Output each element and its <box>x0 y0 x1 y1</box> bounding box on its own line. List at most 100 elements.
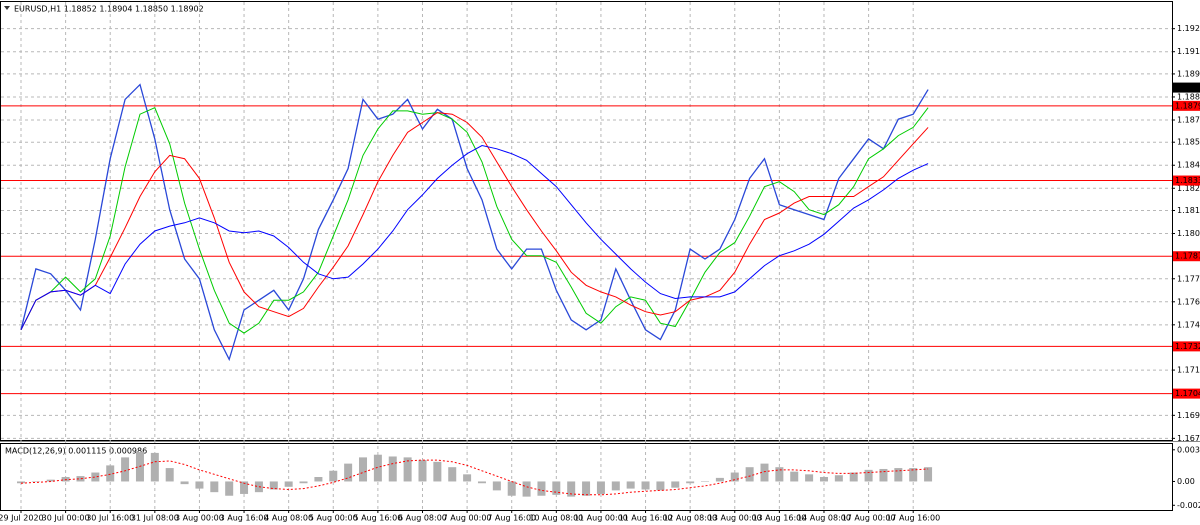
macd-bar <box>31 481 40 482</box>
macd-bar <box>819 477 828 482</box>
macd-bar <box>150 452 159 482</box>
x-tick-label: 6 Aug 08:00 <box>398 514 447 523</box>
level-tag <box>1173 100 1200 111</box>
level-tag <box>1173 388 1200 399</box>
y-tick-label: 1.18845 <box>1177 92 1200 101</box>
level-tag <box>1173 251 1200 262</box>
level-label: 1.17042 <box>1175 389 1200 398</box>
macd-frame <box>0 443 1173 511</box>
macd-bar <box>894 468 903 482</box>
macd-bar <box>507 481 516 496</box>
macd-bar <box>254 481 263 493</box>
macd-bar <box>418 460 427 482</box>
macd-bar <box>106 465 115 482</box>
macd-bar <box>359 457 368 482</box>
x-tick-label: 5 Aug 00:00 <box>309 514 358 523</box>
x-tick-label: 5 Aug 16:00 <box>353 514 402 523</box>
macd-bar <box>477 481 486 484</box>
level-tag <box>1173 341 1200 352</box>
macd-title: MACD(12,26,9) 0.001115 0.000986 <box>5 447 147 456</box>
price-line <box>20 83 929 362</box>
level-tag <box>1173 175 1200 186</box>
y-tick-label: 1.17185 <box>1177 366 1200 375</box>
macd-bar <box>492 481 501 491</box>
signal-line <box>20 459 929 496</box>
macd-bar <box>715 477 724 482</box>
chart-title: EURUSD,H1 1.18852 1.18904 1.18850 1.1890… <box>14 5 204 14</box>
macd-bar <box>701 481 710 482</box>
macd-bar <box>448 467 457 482</box>
macd-bar <box>329 470 338 482</box>
macd-bar <box>790 471 799 482</box>
y-tick-label: 1.17460 <box>1177 320 1200 329</box>
macd-bar <box>864 469 873 482</box>
macd-bar <box>225 481 234 496</box>
x-tick-label: 17 Aug 16:00 <box>886 514 940 523</box>
macd-bar <box>433 461 442 482</box>
x-tick-label: 7 Aug 00:00 <box>443 514 492 523</box>
macd-bar <box>91 472 100 482</box>
macd-bar <box>388 456 397 482</box>
y-tick-label: 1.17740 <box>1177 274 1200 283</box>
macd-bar <box>180 481 189 485</box>
y-tick-label: 1.18985 <box>1177 69 1200 78</box>
x-tick-label: 30 Jul 16:00 <box>86 514 134 523</box>
y-tick-label: 1.19120 <box>1177 47 1200 56</box>
macd-bar <box>463 474 472 482</box>
menu-icon[interactable] <box>4 6 10 10</box>
level-label: 1.17329 <box>1175 342 1200 351</box>
x-tick-label: 3 Aug 16:00 <box>220 514 269 523</box>
x-tick-label: 13 Aug 16:00 <box>752 514 806 523</box>
macd-bar <box>299 481 308 484</box>
macd-bar <box>344 463 353 482</box>
moving-average <box>20 112 929 331</box>
x-tick-label: 30 Jul 00:00 <box>42 514 90 523</box>
macd-bar <box>165 468 174 482</box>
macd-bar <box>552 481 561 495</box>
x-tick-label: 14 Aug 08:00 <box>797 514 851 523</box>
y-tick-label: 1.17600 <box>1177 297 1200 306</box>
macd-bar <box>849 472 858 482</box>
macd-bar <box>775 467 784 482</box>
y-tick-label: 1.16910 <box>1177 411 1200 420</box>
level-label: 1.18337 <box>1175 176 1200 185</box>
macd-bar <box>596 481 605 494</box>
macd-bar <box>269 481 278 490</box>
macd-bar <box>582 481 591 496</box>
x-tick-label: 11 Aug 00:00 <box>574 514 628 523</box>
y-tick-label: 1.18430 <box>1177 161 1200 170</box>
macd-bar <box>760 463 769 482</box>
x-tick-label: 11 Aug 16:00 <box>619 514 673 523</box>
x-tick-label: 10 Aug 08:00 <box>529 514 583 523</box>
macd-bar <box>373 454 382 482</box>
macd-bar <box>284 481 293 487</box>
x-tick-label: 17 Aug 00:00 <box>842 514 896 523</box>
y-tick-label: 1.18705 <box>1177 115 1200 124</box>
x-tick-label: 3 Aug 00:00 <box>175 514 224 523</box>
macd-bar <box>121 457 130 482</box>
moving-average <box>20 107 929 334</box>
x-tick-label: 29 Jul 2020 <box>0 514 44 523</box>
macd-bar <box>403 457 412 482</box>
macd-bar <box>924 467 933 482</box>
x-tick-label: 12 Aug 08:00 <box>663 514 717 523</box>
level-label: 1.18791 <box>1175 101 1200 110</box>
macd-bar <box>210 481 219 493</box>
y-tick-label: 0.00355 <box>1177 445 1200 454</box>
macd-bar <box>656 481 665 491</box>
level-label: 1.17877 <box>1175 252 1200 261</box>
x-tick-label: 7 Aug 16:00 <box>487 514 536 523</box>
y-tick-label: 1.18570 <box>1177 138 1200 147</box>
macd-bar <box>834 475 843 482</box>
macd-bar <box>567 481 576 497</box>
macd-bar <box>641 481 650 490</box>
y-tick-label: 1.18155 <box>1177 206 1200 215</box>
macd-bar <box>730 472 739 482</box>
x-tick-label: 4 Aug 08:00 <box>264 514 313 523</box>
macd-bar <box>626 481 635 489</box>
x-tick-label: 31 Jul 08:00 <box>131 514 179 523</box>
y-tick-label: -0.00267 <box>1177 501 1200 510</box>
moving-average <box>20 144 929 331</box>
